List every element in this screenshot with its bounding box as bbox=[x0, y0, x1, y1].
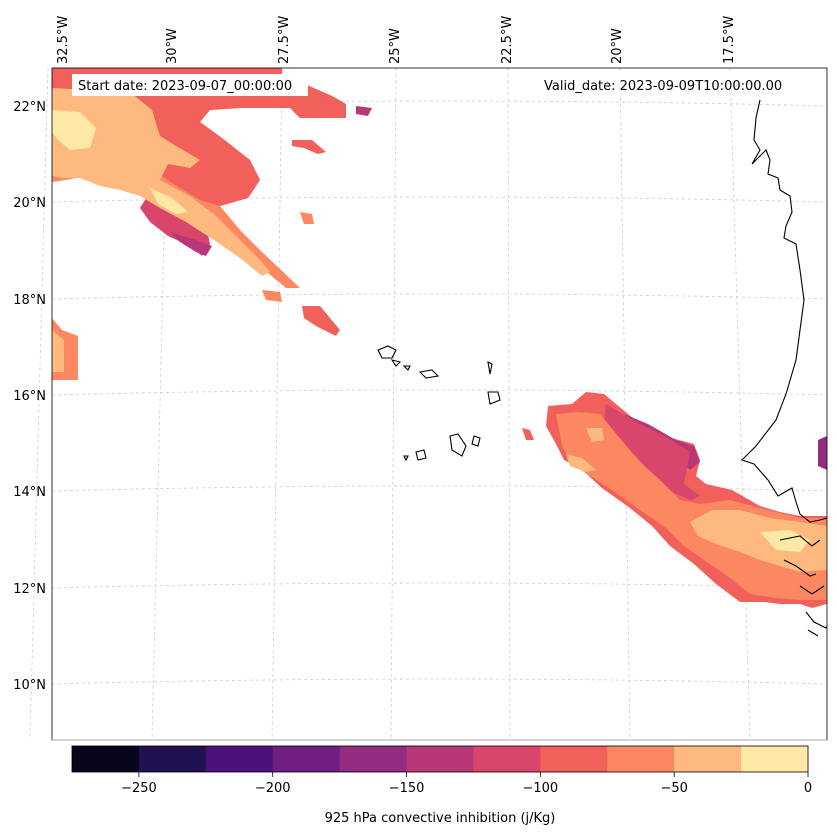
parallel-12n bbox=[51, 582, 828, 589]
cin-left-patch-inner bbox=[52, 330, 64, 372]
colorbar-label: 925 hPa convective inhibition (j/Kg) bbox=[325, 811, 556, 826]
colorbar-frame bbox=[71, 745, 809, 773]
cin-fill-level-50-se-b bbox=[586, 428, 604, 442]
island-sal bbox=[487, 361, 493, 375]
lat-label-14n: 14°N bbox=[13, 485, 46, 500]
colorbar-swatch-3 bbox=[272, 746, 341, 772]
parallel-10n bbox=[51, 678, 828, 685]
cin-fill-level-25-se bbox=[760, 530, 810, 552]
island-brava bbox=[403, 455, 409, 462]
cin-blob-3 bbox=[300, 212, 314, 224]
colorbar-swatch-6 bbox=[473, 746, 541, 772]
cin-blob-5 bbox=[302, 306, 340, 336]
meridian-20w bbox=[619, 67, 631, 741]
meridian-25w bbox=[390, 67, 397, 741]
lat-label-22n: 22°N bbox=[13, 100, 46, 115]
coastlines bbox=[377, 99, 828, 637]
graticule bbox=[29, 67, 828, 741]
lat-label-20n: 20°N bbox=[13, 196, 46, 211]
colorbar-swatch-4 bbox=[339, 746, 408, 772]
lon-label-25w: 25°W bbox=[388, 28, 403, 64]
cin-fill-level-50-se-c bbox=[566, 454, 596, 472]
cin-fill-level-150 bbox=[170, 232, 212, 256]
colorbar-swatch-10 bbox=[741, 746, 809, 772]
colorbar-swatch-9 bbox=[674, 746, 742, 772]
colorbar-tick-label-2: −150 bbox=[389, 781, 425, 796]
lon-label-27-5w: 27.5°W bbox=[277, 16, 292, 64]
lon-label-32-5w: 32.5°W bbox=[56, 16, 71, 64]
cin-fill-level-50-se bbox=[690, 510, 827, 572]
lat-label-12n: 12°N bbox=[13, 582, 46, 597]
colorbar-tick-label-5: 0 bbox=[804, 781, 812, 796]
island-sao-vicente bbox=[390, 359, 402, 367]
parallel-18n bbox=[51, 293, 828, 300]
colorbar-tick-label-3: −100 bbox=[523, 781, 559, 796]
meridian-22-5w bbox=[507, 67, 511, 741]
lat-label-16n: 16°N bbox=[13, 389, 46, 404]
cin-band-southeast bbox=[522, 392, 827, 608]
island-santa-luzia bbox=[402, 365, 411, 371]
colorbar-swatch-1 bbox=[138, 746, 207, 772]
longitude-labels: 32.5°W 30°W 27.5°W 25°W 22.5°W 20°W 17.5… bbox=[56, 16, 737, 64]
parallel-14n bbox=[51, 485, 828, 492]
island-sao-nicolau bbox=[418, 369, 440, 379]
colorbar-swatch-7 bbox=[540, 746, 608, 772]
cin-blob-1 bbox=[292, 140, 326, 154]
colorbar-tick-label-1: −200 bbox=[255, 781, 291, 796]
cin-blob-4 bbox=[262, 290, 282, 302]
lon-label-22-5w: 22.5°W bbox=[500, 16, 515, 64]
lon-label-17-5w: 17.5°W bbox=[722, 16, 737, 64]
cin-right-edge bbox=[818, 436, 827, 470]
meridian-32-5w bbox=[29, 67, 49, 741]
start-date-box bbox=[72, 74, 308, 96]
meridian-30w bbox=[151, 67, 169, 741]
colorbar-tick-label-0: −250 bbox=[121, 781, 157, 796]
cin-fill-level-25b bbox=[150, 188, 188, 214]
start-date-label: Start date: 2023-09-07_00:00:00 bbox=[78, 79, 292, 94]
lat-label-18n: 18°N bbox=[13, 293, 46, 308]
africa-coast bbox=[740, 99, 828, 637]
cin-fill-level-25 bbox=[52, 110, 96, 150]
colorbar-swatch-0 bbox=[72, 746, 140, 772]
cin-blob-2 bbox=[356, 106, 372, 116]
valid-date-label: Valid_date: 2023-09-09T10:00:00.00 bbox=[544, 79, 782, 94]
cin-fill-level-50 bbox=[52, 88, 270, 276]
island-fogo bbox=[415, 449, 427, 461]
island-santo-antao bbox=[377, 345, 397, 359]
colorbar-swatch-2 bbox=[205, 746, 274, 772]
colorbar-swatch-8 bbox=[607, 746, 675, 772]
colorbar-tick-label-4: −50 bbox=[660, 781, 687, 796]
colorbar: −250 −200 −150 −100 −50 0 925 hPa convective … bbox=[71, 745, 812, 826]
meridian-17-5w bbox=[729, 67, 751, 741]
cin-band-northwest bbox=[52, 68, 372, 380]
meridian-27-5w bbox=[271, 67, 283, 741]
cin-fill-level-125-se bbox=[604, 404, 700, 500]
latitude-labels: 22°N 20°N 18°N 16°N 14°N 12°N 10°N bbox=[13, 100, 46, 693]
colorbar-swatch-5 bbox=[406, 746, 474, 772]
parallel-16n bbox=[51, 389, 828, 396]
valid-date-box bbox=[538, 74, 804, 96]
lon-label-20w: 20°W bbox=[610, 28, 625, 64]
island-maio bbox=[471, 435, 481, 447]
cin-blob-6 bbox=[522, 428, 534, 440]
island-santiago bbox=[449, 433, 467, 457]
island-boa-vista bbox=[487, 391, 501, 405]
lon-label-30w: 30°W bbox=[165, 28, 180, 64]
lat-label-10n: 10°N bbox=[13, 678, 46, 693]
